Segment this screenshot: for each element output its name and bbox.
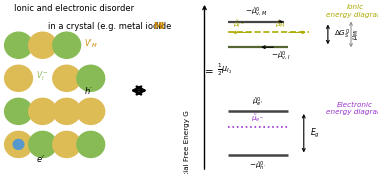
Text: $\tilde{\mu}_{e^-}$: $\tilde{\mu}_{e^-}$ xyxy=(251,113,264,124)
Text: $\tilde{\mu}^0_{e^\prime}$: $\tilde{\mu}^0_{e^\prime}$ xyxy=(252,95,263,109)
Text: $V^-_I$: $V^-_I$ xyxy=(36,70,49,83)
Text: Partial Free Energy G: Partial Free Energy G xyxy=(184,110,190,174)
Circle shape xyxy=(5,98,33,124)
Circle shape xyxy=(53,32,81,58)
Circle shape xyxy=(53,98,81,124)
Text: Electronic
energy diagram: Electronic energy diagram xyxy=(326,102,378,115)
Circle shape xyxy=(29,131,56,157)
Circle shape xyxy=(5,65,33,91)
Text: $E_g$: $E_g$ xyxy=(310,127,319,140)
Circle shape xyxy=(13,140,24,149)
Text: $\frac{1}{2}\mu_{I_2}$: $\frac{1}{2}\mu_{I_2}$ xyxy=(217,62,232,78)
Circle shape xyxy=(77,65,105,91)
Circle shape xyxy=(29,98,56,124)
Text: Ionic and electronic disorder: Ionic and electronic disorder xyxy=(14,4,134,13)
Circle shape xyxy=(77,131,105,157)
Text: in a crystal (e.g. metal iodide: in a crystal (e.g. metal iodide xyxy=(48,22,174,31)
Text: $-\tilde{\mu}^0_{v,M}$: $-\tilde{\mu}^0_{v,M}$ xyxy=(245,6,267,19)
Text: $h^{\cdot}$: $h^{\cdot}$ xyxy=(84,85,93,96)
Text: $\mu_{MI}$: $\mu_{MI}$ xyxy=(352,29,361,40)
Text: $\Delta G^0_S$: $\Delta G^0_S$ xyxy=(334,28,350,41)
Text: $-\tilde{\mu}^0_{h^\cdot}$: $-\tilde{\mu}^0_{h^\cdot}$ xyxy=(249,159,266,172)
Text: $\tilde{\mu}_{I^-}$: $\tilde{\mu}_{I^-}$ xyxy=(233,18,245,30)
Circle shape xyxy=(77,98,105,124)
Circle shape xyxy=(5,32,33,58)
Text: $V'_M$: $V'_M$ xyxy=(84,37,98,50)
Text: $-\tilde{\mu}^0_{v,I}$: $-\tilde{\mu}^0_{v,I}$ xyxy=(271,50,290,63)
Text: $e'$: $e'$ xyxy=(36,153,45,164)
Circle shape xyxy=(53,131,81,157)
Circle shape xyxy=(29,32,56,58)
Circle shape xyxy=(5,131,33,157)
Text: Ionic
energy diagram: Ionic energy diagram xyxy=(326,4,378,18)
Text: $=$: $=$ xyxy=(201,65,213,75)
Circle shape xyxy=(53,65,81,91)
Text: MI: MI xyxy=(154,22,165,31)
Text: $\bar{\mu}_M$: $\bar{\mu}_M$ xyxy=(275,19,286,30)
